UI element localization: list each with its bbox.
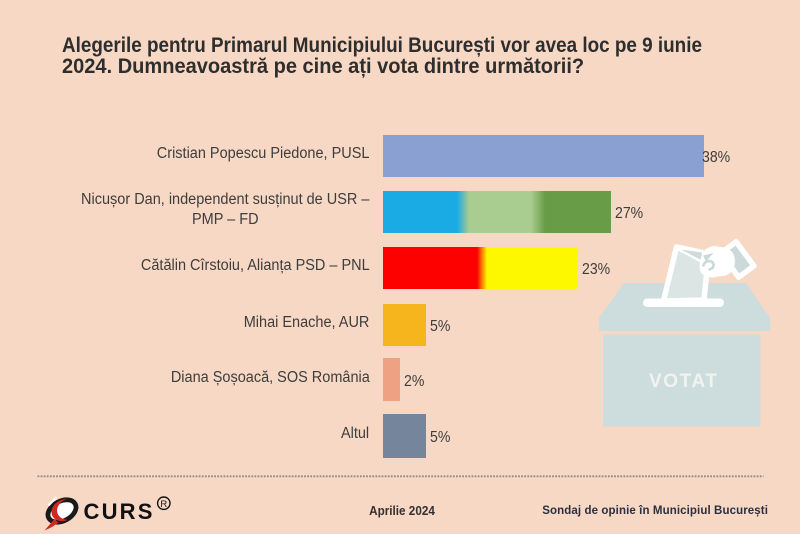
svg-text:CURS: CURS xyxy=(84,499,155,524)
svg-text:R: R xyxy=(160,499,167,510)
svg-text:VOTAT: VOTAT xyxy=(649,371,719,392)
